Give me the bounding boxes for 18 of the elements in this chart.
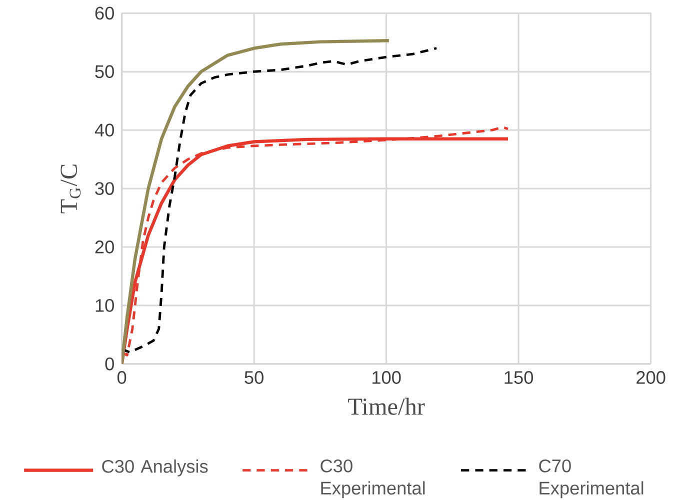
x-tick-label: 100 [372,370,401,384]
x-tick-label: 50 [244,370,264,384]
legend-label: C30 Experimental [320,459,425,498]
x-axis-title: Time/hr [348,398,425,415]
y-tick-label: 10 [96,298,114,312]
y-tick-label: 60 [95,6,114,20]
y-tick-label: 20 [95,240,114,254]
x-tick-label: 150 [504,370,534,384]
line-series [122,38,391,364]
y-axis-title: T$_{G}$/C [60,164,81,214]
y-tick-label: 50 [95,65,114,78]
y-tick-label: 0 [105,357,114,370]
x-tick-label: 0 [117,370,126,384]
y-tick-label: 40 [94,124,114,136]
y-tick-label: 30 [95,182,114,195]
legend-label: C30 Analysis [102,459,208,476]
legend-label: C70 Experimental [539,459,644,498]
x-tick-label: 200 [636,370,666,384]
